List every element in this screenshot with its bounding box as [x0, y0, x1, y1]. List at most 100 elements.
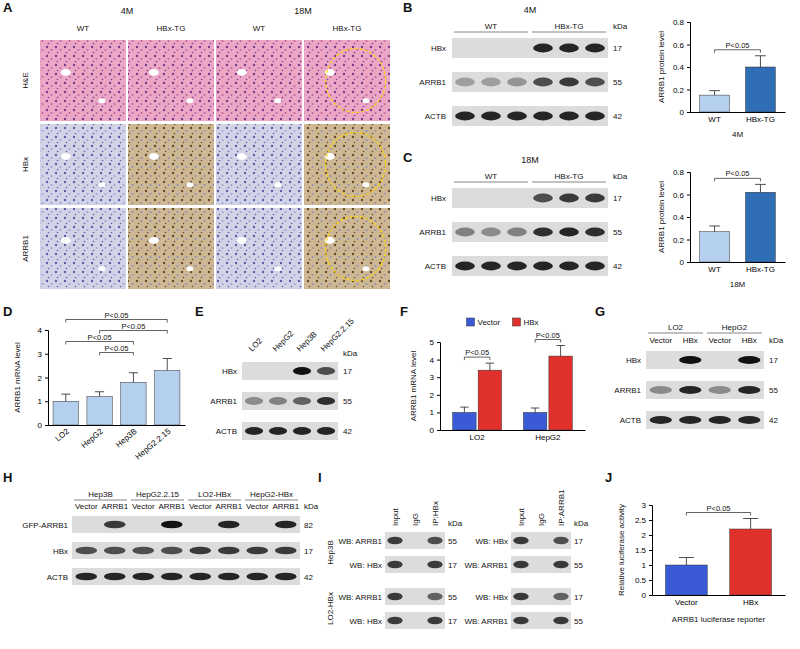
tissue-image — [216, 124, 302, 205]
tick-label: 0.6 — [673, 191, 685, 200]
row-label: HBx — [626, 356, 641, 365]
error-cap — [679, 557, 694, 558]
kda-value: 55 — [574, 617, 583, 626]
blot-strip — [72, 542, 300, 559]
band — [507, 194, 527, 203]
group-underline — [131, 500, 184, 501]
error-cap — [95, 391, 104, 392]
band — [189, 573, 211, 580]
bar — [700, 232, 730, 262]
row-label: ARRB1 — [210, 397, 237, 406]
tick-label: Vector — [675, 598, 698, 607]
error-line — [560, 346, 561, 357]
kda-value: 55 — [448, 593, 457, 602]
tick-mark — [437, 377, 440, 378]
band — [533, 561, 548, 568]
tick: WT — [708, 115, 721, 124]
blot-strip — [511, 556, 571, 573]
tick: 0 — [430, 426, 440, 435]
group-underline — [454, 182, 528, 183]
tick: 0 — [680, 108, 690, 117]
tick-label: 0.2 — [673, 86, 685, 95]
tick-label: 0.5 — [635, 576, 647, 585]
vessel — [237, 69, 247, 76]
group-label: HBx-TG — [555, 172, 584, 181]
band — [275, 521, 297, 528]
lane-label: ARRB1 — [101, 502, 128, 511]
lane-label: Vector — [189, 502, 212, 511]
tick-mark — [687, 22, 690, 23]
kda-value: 55 — [343, 397, 352, 406]
lane-label: ARRB1 — [158, 502, 185, 511]
error-line — [464, 407, 465, 412]
bar — [87, 397, 112, 426]
tick-mark — [649, 535, 652, 536]
group-label: 18M — [294, 6, 312, 16]
error-line — [714, 226, 715, 232]
band — [245, 367, 263, 375]
tick-label: LO2 — [470, 433, 486, 442]
group-label: HepG2-HBx — [250, 490, 293, 499]
kda-label: kDa — [613, 172, 628, 181]
bar — [746, 192, 776, 262]
blot-strip — [385, 588, 445, 605]
axis-line — [687, 23, 691, 113]
tick-label: 4 — [38, 326, 43, 335]
vessel — [186, 266, 193, 271]
row-label: H&E — [21, 72, 30, 88]
band — [679, 386, 701, 394]
error-bar — [556, 346, 564, 357]
tick-mark — [687, 90, 690, 91]
tick-label: WT — [708, 115, 721, 124]
error-bar — [755, 56, 766, 67]
lane-label: HepG2.2.15 — [319, 316, 356, 353]
tick: 1 — [430, 408, 440, 417]
tick-label: 2.5 — [635, 516, 647, 525]
tick-mark — [687, 45, 690, 46]
blot-strip — [511, 612, 571, 629]
significance-bracket — [464, 357, 490, 360]
error-line — [714, 91, 715, 96]
tick: Vector — [675, 598, 698, 607]
band — [738, 386, 760, 394]
vessel — [274, 98, 281, 103]
lane-label: IP:ARRB1 — [557, 489, 566, 526]
band — [585, 194, 605, 203]
tick-mark — [649, 565, 652, 566]
tissue-image — [216, 40, 302, 121]
error-bar — [755, 184, 766, 192]
tick: 3 — [642, 501, 652, 510]
band — [533, 112, 553, 121]
axis-line — [437, 343, 441, 431]
kda-value: 17 — [574, 537, 583, 546]
row-label: ACTB — [47, 573, 68, 582]
vessel — [237, 153, 247, 160]
band — [650, 386, 672, 394]
vessel — [149, 153, 159, 160]
band — [481, 78, 501, 87]
x-axis: LO2HepG2Hep3BHepG2.2.15 — [49, 426, 186, 462]
error-bar — [709, 226, 720, 232]
row-label: WB: HBx — [476, 537, 508, 546]
error-cap — [709, 226, 720, 227]
vessel — [61, 237, 71, 244]
band — [507, 112, 527, 121]
y-axis: 012345 — [430, 338, 441, 435]
lane-label: Vector — [649, 336, 672, 345]
annotation: P<0.05 — [726, 41, 750, 50]
error-bar — [163, 359, 172, 371]
figure: ABCDEFGHIJ4M18MWTHBx-TGWTHBx-TGH&EHBxARR… — [0, 0, 800, 649]
lane-label: Input — [391, 507, 400, 526]
band — [275, 547, 297, 554]
band — [585, 78, 605, 87]
bar — [53, 401, 78, 425]
bar — [478, 370, 501, 430]
tick-mark — [437, 412, 440, 413]
band — [161, 521, 183, 528]
error-bar — [95, 392, 104, 397]
group-label: Hep3B — [88, 490, 112, 499]
marks — [53, 359, 180, 426]
legend-swatch — [513, 318, 521, 326]
blot: LO2HepG2VectorHBxVectorHBxkDaHBx17ARRB15… — [614, 323, 783, 429]
annotation: P<0.05 — [707, 504, 731, 513]
